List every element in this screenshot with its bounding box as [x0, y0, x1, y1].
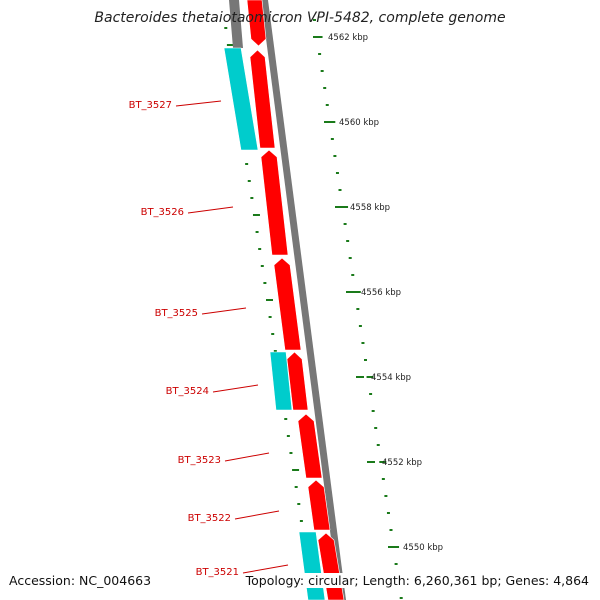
scale-tick-label: 4560 kbp — [339, 118, 379, 128]
gene-label[interactable]: BT_3525 — [155, 308, 198, 319]
forward-gene-bt3523[interactable] — [297, 413, 323, 479]
scale-tick-label: 4556 kbp — [361, 288, 401, 298]
map-title: Bacteroides thetaiotaomicron VPI-5482, c… — [94, 10, 506, 26]
gene-label-leader — [187, 206, 234, 214]
forward-gene-top[interactable] — [246, 0, 267, 47]
genes-layer — [223, 0, 345, 600]
gene-label-leader — [175, 100, 222, 107]
gene-label[interactable]: BT_3522 — [188, 513, 231, 524]
scale-tick-label: 4554 kbp — [371, 373, 411, 383]
gene-label-leader — [201, 307, 247, 315]
backbone-layer — [229, 0, 346, 600]
scale-tick-label: 4558 kbp — [350, 203, 390, 213]
gene-labels-layer: BT_3527 BT_3526 BT_3525 BT_3524 BT_3523 BT_35… — [129, 100, 289, 578]
accession-text: Accession: NC_004663 — [9, 573, 152, 588]
forward-gene-bt3522[interactable] — [307, 479, 331, 531]
gene-label-leader — [242, 564, 289, 574]
scale-labels-layer: 4562 kbp 4560 kbp 4558 kbp 4556 kbp 4554 kbp… — [313, 33, 443, 553]
gene-label-leader — [234, 510, 280, 520]
topology-text: Topology: circular; Length: 6,260,361 bp… — [245, 573, 589, 588]
scale-tick-label: 4550 kbp — [403, 543, 443, 553]
backbone-reverse-strand — [229, 0, 243, 48]
forward-gene-bt3526[interactable] — [260, 149, 289, 256]
backbone-forward-strand — [261, 0, 346, 600]
gene-label[interactable]: BT_3521 — [196, 567, 239, 578]
scale-tick-label: 4562 kbp — [328, 33, 368, 43]
gene-label-leader — [212, 384, 259, 393]
gene-label-leader — [224, 452, 270, 462]
reverse-gene-top[interactable] — [223, 47, 259, 151]
gene-label[interactable]: BT_3524 — [166, 386, 209, 397]
forward-gene-bt3525[interactable] — [273, 257, 302, 351]
reverse-gene-bt3524[interactable] — [269, 351, 293, 411]
forward-gene-bt3524[interactable] — [286, 351, 309, 411]
gene-label[interactable]: BT_3523 — [178, 455, 221, 466]
gene-label[interactable]: BT_3526 — [141, 207, 184, 218]
scale-tick-label: 4552 kbp — [382, 458, 422, 468]
forward-gene-bt3527[interactable] — [249, 49, 276, 149]
gene-label[interactable]: BT_3527 — [129, 100, 172, 111]
